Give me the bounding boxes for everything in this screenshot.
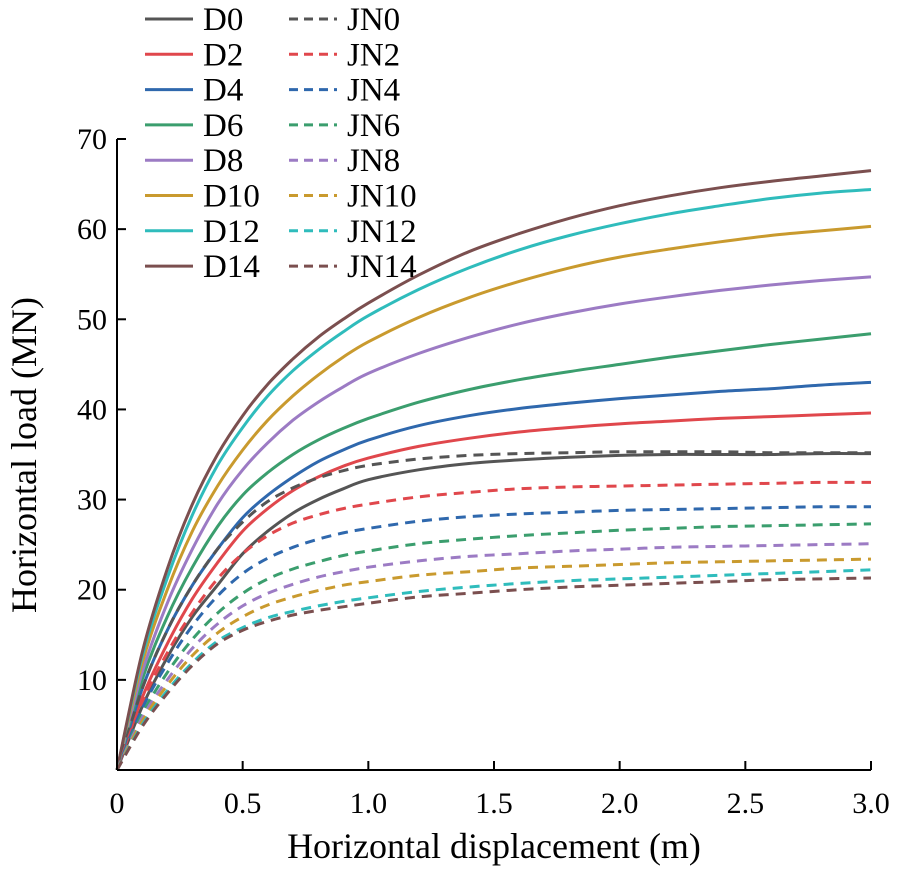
legend-label-d2: D2 <box>203 37 243 73</box>
series-line-d4 <box>115 380 872 771</box>
series-line-jn4 <box>115 505 872 771</box>
series-line-d8 <box>115 275 872 771</box>
series-line-d14 <box>115 169 872 771</box>
y-tick-label: 20 <box>77 574 107 607</box>
legend-label-d8: D8 <box>203 143 243 179</box>
x-axis-title: Horizontal displacement (m) <box>287 826 701 866</box>
series-line-jn14 <box>115 576 872 771</box>
x-tick-label: 1.5 <box>475 787 513 820</box>
series-line-jn6 <box>115 522 872 771</box>
y-tick-label: 50 <box>77 303 107 336</box>
y-tick-label: 30 <box>77 484 107 517</box>
legend-label-jn2: JN2 <box>347 37 400 73</box>
legend-label-d0: D0 <box>203 2 243 38</box>
legend-label-jn6: JN6 <box>347 108 400 144</box>
x-tick-label: 0.5 <box>224 787 262 820</box>
legend-label-d14: D14 <box>203 249 260 285</box>
legend-label-d10: D10 <box>203 179 260 215</box>
y-tick-label: 10 <box>77 664 107 697</box>
x-tick-label: 2.0 <box>601 787 639 820</box>
series-line-d10 <box>115 224 872 771</box>
series-line-d0 <box>115 452 872 771</box>
series-line-d2 <box>115 411 872 771</box>
legend: D0D2D4D6D8D10D12D14JN0JN2JN4JN6JN8JN10JN… <box>145 2 417 285</box>
legend-label-jn10: JN10 <box>347 179 417 215</box>
series-line-jn10 <box>115 557 872 771</box>
legend-label-jn0: JN0 <box>347 2 400 38</box>
plot-area <box>115 169 872 771</box>
y-tick-label: 70 <box>77 123 107 156</box>
series-line-jn2 <box>115 480 872 771</box>
axes: 0 0.5 1.0 1.5 2.0 2.5 3.0 10 20 30 40 50 60 70 <box>77 123 890 820</box>
x-tick-label: 1.0 <box>350 787 388 820</box>
legend-label-jn14: JN14 <box>347 249 417 285</box>
series-line-jn12 <box>115 568 872 771</box>
legend-label-d6: D6 <box>203 108 243 144</box>
x-tick-label: 2.5 <box>727 787 765 820</box>
legend-label-jn4: JN4 <box>347 73 400 109</box>
legend-label-jn8: JN8 <box>347 143 400 179</box>
x-tick-label: 0 <box>110 787 125 820</box>
x-tick-label: 3.0 <box>852 787 890 820</box>
y-axis-title: Horizontal load (MN) <box>4 297 44 613</box>
legend-label-jn12: JN12 <box>347 214 417 250</box>
y-tick-label: 40 <box>77 393 107 426</box>
legend-label-d12: D12 <box>203 214 260 250</box>
series-line-jn8 <box>115 542 872 771</box>
legend-label-d4: D4 <box>203 73 243 109</box>
series-line-d6 <box>115 332 872 771</box>
series-line-d12 <box>115 188 872 771</box>
y-tick-label: 60 <box>77 213 107 246</box>
series-line-jn0 <box>115 450 871 771</box>
